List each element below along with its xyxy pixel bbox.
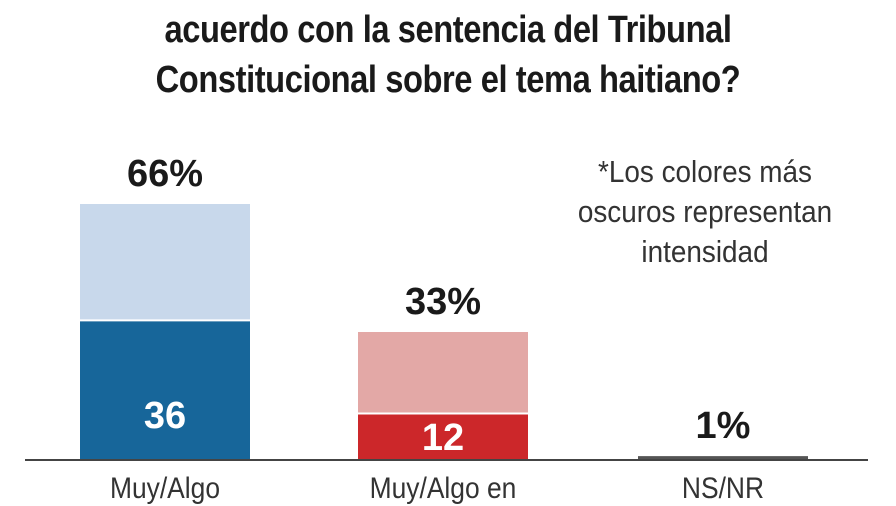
category-label-1: Muy/Algo bbox=[109, 472, 221, 505]
category-label-2: Muy/Algo en bbox=[369, 472, 517, 505]
bar-intense-2 bbox=[358, 413, 528, 460]
chart-title-line-1: acuerdo con la sentencia del Tribunal bbox=[164, 9, 732, 51]
bar-total-label-3: 1% bbox=[696, 405, 751, 447]
bar-total-label-1: 66% bbox=[127, 153, 203, 195]
note-line-1: *Los colores más bbox=[597, 154, 813, 189]
bar-intense-label-2: 12 bbox=[422, 417, 464, 459]
bar-total-3 bbox=[638, 456, 808, 460]
note-line-3: intensidad bbox=[641, 234, 769, 269]
intensity-note: *Los colores más oscuros representan int… bbox=[557, 152, 854, 272]
bar-intense-label-1: 36 bbox=[144, 395, 186, 437]
note-line-2: oscuros representan bbox=[577, 194, 833, 229]
category-label-3: NS/NR bbox=[681, 472, 765, 505]
bar-total-label-2: 33% bbox=[405, 281, 481, 323]
bar-intense-1 bbox=[80, 320, 250, 460]
chart-title-line-2: Constitucional sobre el tema haitiano? bbox=[155, 59, 741, 101]
